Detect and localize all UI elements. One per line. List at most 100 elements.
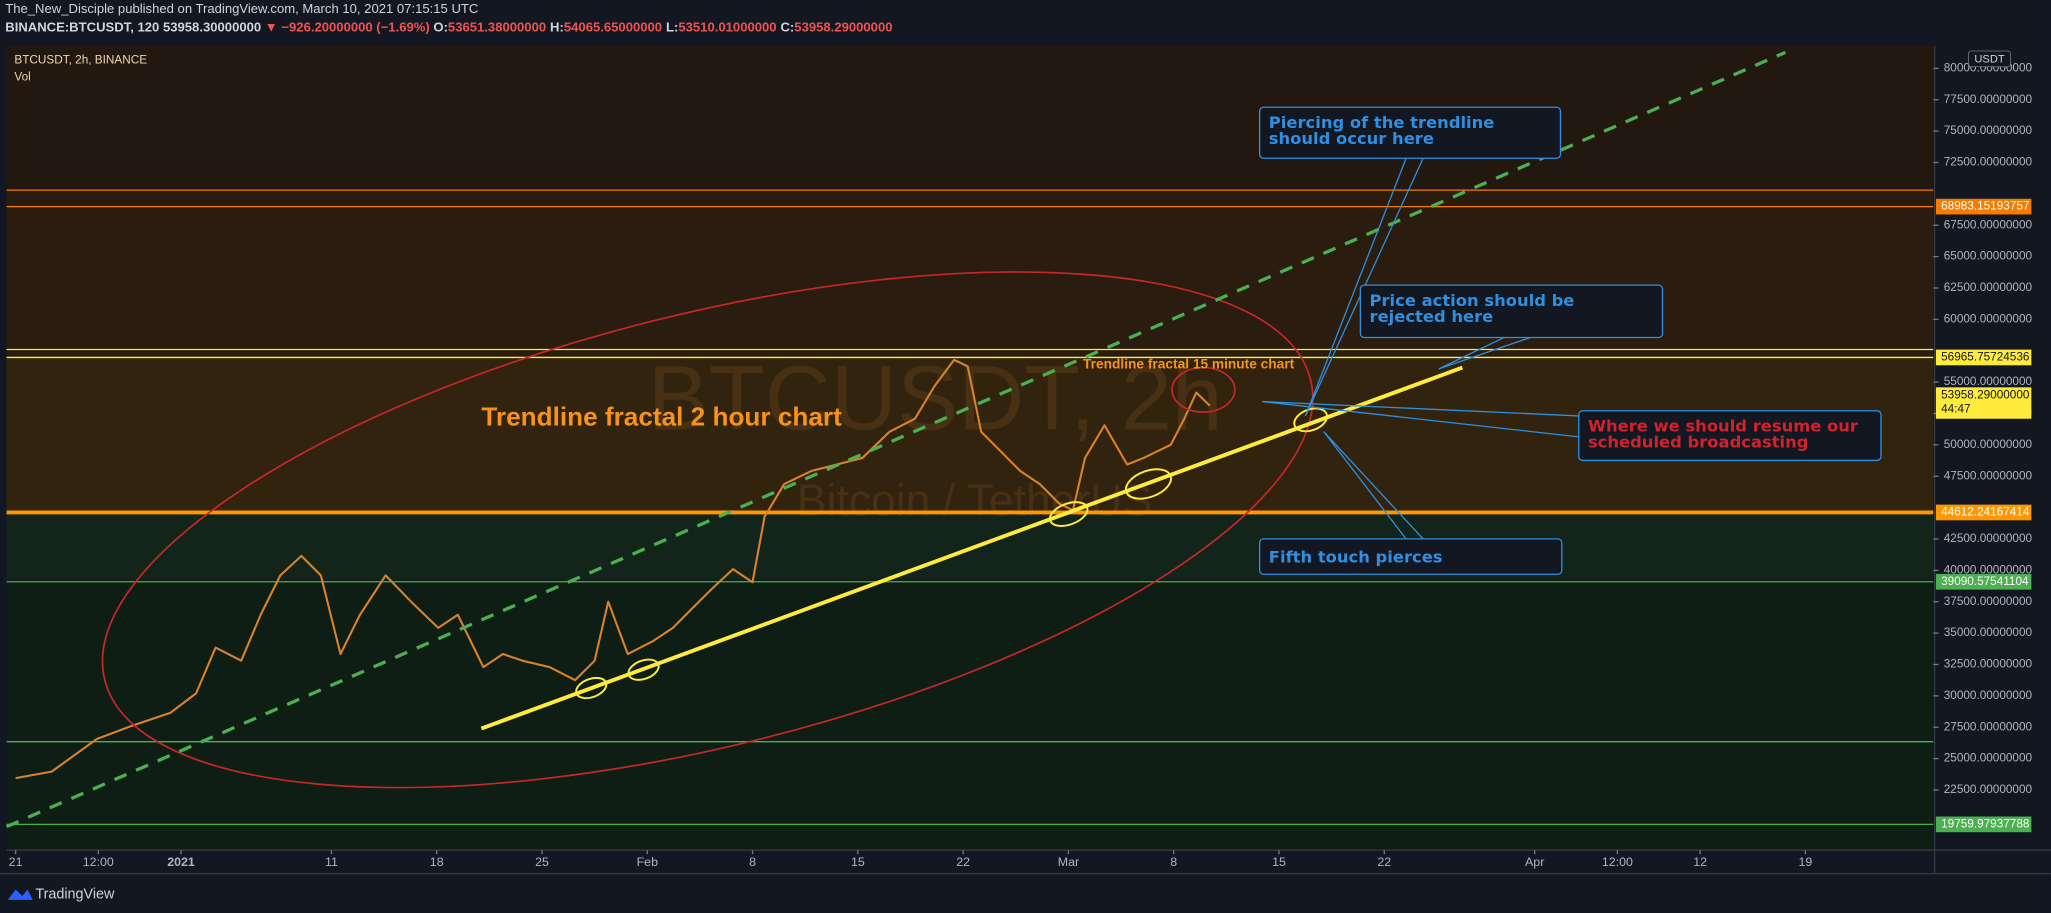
- levels: [6, 189, 1934, 826]
- zone: [6, 579, 1934, 851]
- x-tick-label: 8: [1170, 855, 1177, 869]
- touch-marker: [575, 676, 608, 700]
- ohlc-key: L:: [665, 20, 679, 36]
- legend: BTCUSDT, 2h, BINANCE: [14, 53, 147, 66]
- callout-box: [1359, 284, 1664, 339]
- x-tick-label: 12:00: [1602, 855, 1633, 869]
- annotation-text: Trendline fractal 2 hour chart: [481, 401, 842, 431]
- last-price-label: 53958.29000000: [1941, 388, 2030, 401]
- indicator: Vol: [14, 70, 30, 83]
- ohlc-value: 54065.65000000: [563, 20, 663, 36]
- callout-boxes: [1258, 106, 1882, 575]
- y-tick-label: 40000.00000000: [1944, 563, 2033, 576]
- header: The_New_Disciple published on TradingVie…: [5, 3, 1967, 40]
- annotation-text: Where we should resume our scheduled bro…: [1587, 415, 1858, 452]
- series: [15, 358, 1211, 780]
- zone: [6, 511, 1934, 580]
- ohlc: O:53651.38000000 H:54065.65000000 L:53510.…: [433, 21, 896, 35]
- callout-box: [1578, 410, 1882, 462]
- y-tick-label: 32500.00000000: [1944, 658, 2033, 671]
- x-tick-label: 11: [325, 855, 338, 869]
- price-line: [15, 358, 1211, 780]
- annotation-text: Piercing of the trendline should occur h…: [1268, 112, 1495, 148]
- callout-box: [1258, 538, 1563, 575]
- last-price-box: [1935, 387, 2032, 419]
- x-tick-label: Feb: [637, 855, 658, 869]
- ohlc-key: C:: [780, 20, 795, 36]
- header-text: The_New_Disciple published on TradingVie…: [5, 3, 1967, 40]
- x-tick-label: 8: [749, 855, 756, 869]
- change: ▼ −926.20000000 (−1.69%): [264, 20, 430, 36]
- annotation: Price action should be rejected here: [1370, 292, 1575, 324]
- x-tick-label: 22: [956, 855, 970, 869]
- y-tick-label: 27500.00000000: [1944, 720, 2033, 733]
- last-price: 53958.30000000: [162, 20, 262, 36]
- level-label-box: [1935, 573, 2032, 590]
- callout-line: [1323, 431, 1424, 540]
- annotation: Piercing of the trendline should occur h…: [1268, 112, 1495, 148]
- ticker-line: BINANCE:BTCUSDT, 120 53958.30000000 ▼ −9…: [5, 21, 1967, 39]
- x-tick-label: 2021: [167, 855, 195, 869]
- annotation: Where we should resume our scheduled bro…: [1587, 415, 1858, 452]
- y-tick-label: 77500.00000000: [1944, 93, 2033, 106]
- x-tick-label: Apr: [1525, 855, 1544, 869]
- x-tick-label: 12: [1693, 855, 1707, 869]
- y-tick-label: 37500.00000000: [1944, 595, 2033, 608]
- currency: USDT: [1974, 53, 2004, 65]
- x-tick-label: 12:00: [83, 855, 114, 869]
- symbol: BINANCE:BTCUSDT, 120: [5, 20, 160, 36]
- x-tick-label: 18: [430, 855, 444, 869]
- level-label-box: [1935, 816, 2032, 833]
- y-tick-label: 35000.00000000: [1944, 626, 2033, 639]
- callout-box: [1258, 106, 1562, 159]
- level-label: 39090.57541104: [1941, 575, 2029, 588]
- ohlc-value: 53958.29000000: [794, 20, 893, 36]
- y-tick-label: 67500.00000000: [1944, 218, 2033, 231]
- y-tick-label: 30000.00000000: [1944, 689, 2033, 702]
- y-tick-label: 55000.00000000: [1944, 375, 2033, 388]
- y-tick-label: 25000.00000000: [1944, 752, 2033, 765]
- annotation: Fifth touch pierces: [1269, 548, 1443, 564]
- currency-badge: [1968, 50, 2011, 68]
- published-line: The_New_Disciple published on TradingVie…: [5, 2, 479, 18]
- callout-line: [1262, 400, 1579, 438]
- header-bar: [0, 0, 2051, 46]
- touch-marker: [1124, 468, 1173, 500]
- y-tick-label: 47500.00000000: [1944, 469, 2033, 482]
- level-label: 68983.15193757: [1941, 200, 2029, 213]
- callout-line: [1304, 157, 1424, 417]
- ohlc-key: O:: [433, 20, 448, 36]
- level-label-box: [1935, 349, 2032, 366]
- ellipse-drawing: [101, 271, 1314, 789]
- countdown: 44:47: [1941, 403, 1970, 416]
- watermark-sub: Bitcoin / TetherUS: [797, 476, 1152, 525]
- logo-icon: [7, 889, 33, 900]
- y-tick-label: 42500.00000000: [1944, 532, 2033, 545]
- x-tick-label: 15: [851, 855, 865, 869]
- callout-line: [1438, 336, 1531, 370]
- y-tick-label: 50000.00000000: [1944, 438, 2033, 451]
- x-tick-label: 22: [1377, 855, 1391, 869]
- y-tick-label: 60000.00000000: [1944, 312, 2033, 325]
- level-label: 19759.97937788: [1941, 817, 2030, 830]
- x-tick-label: 25: [535, 855, 549, 869]
- touch-marker: [627, 658, 660, 681]
- x-tick-label: 21: [9, 855, 23, 869]
- x-tick-label: Mar: [1058, 855, 1079, 869]
- x-tick-label: 19: [1799, 855, 1813, 869]
- level-label: 44612.24167414: [1941, 506, 2030, 519]
- y-tick-label: 62500.00000000: [1944, 281, 2033, 294]
- footer: TradingView: [35, 886, 115, 902]
- ohlc-key: H:: [550, 20, 564, 36]
- y-tick-label: 22500.00000000: [1944, 783, 2033, 796]
- trendline-dashed: [5, 50, 1787, 829]
- ohlc-value: 53651.38000000: [447, 20, 547, 36]
- ohlc-value: 53510.01000000: [678, 20, 777, 36]
- y-tick-label: 72500.00000000: [1944, 156, 2033, 169]
- axes: 22500.00000000 25000.00000000 27500.000000…: [9, 61, 2033, 868]
- y-tick-label: 75000.00000000: [1944, 124, 2033, 137]
- y-tick-label: 65000.00000000: [1944, 250, 2033, 263]
- zone: [6, 45, 1934, 190]
